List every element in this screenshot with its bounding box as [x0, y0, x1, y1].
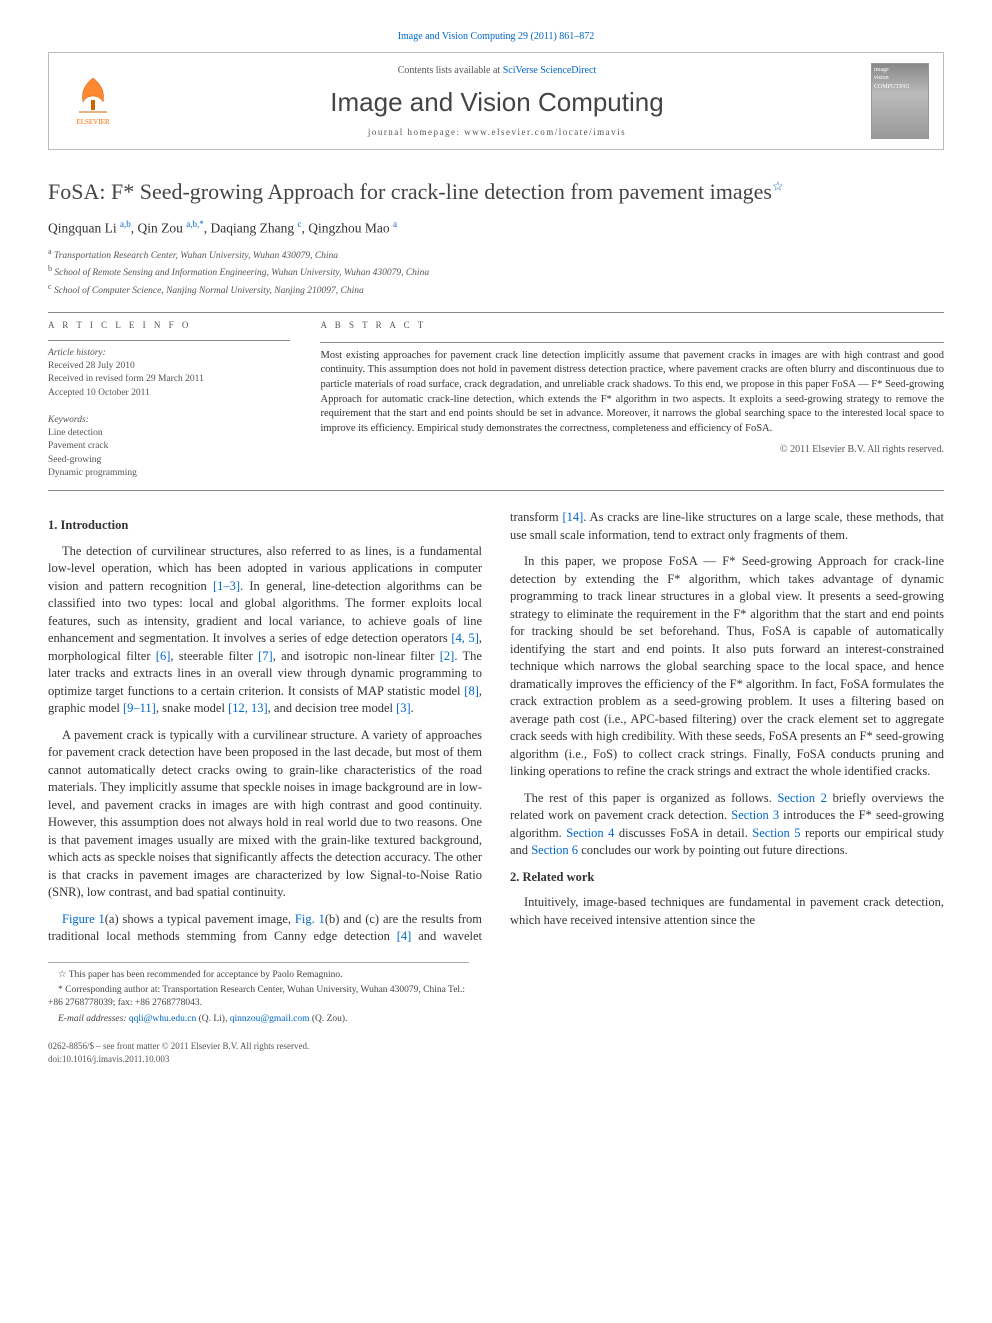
author-2-affil: a,b,*	[186, 219, 204, 229]
ref-6[interactable]: [6]	[156, 649, 171, 663]
author-4[interactable]: Qingzhou Mao	[308, 220, 389, 235]
ref-sec6[interactable]: Section 6	[531, 843, 578, 857]
footnote-star: ☆ This paper has been recommended for ac…	[48, 969, 469, 982]
article-info-block: A R T I C L E I N F O Article history: R…	[48, 319, 290, 480]
running-header-link[interactable]: Image and Vision Computing 29 (2011) 861…	[398, 31, 595, 42]
history-heading: Article history:	[48, 347, 290, 360]
title-footnote-star[interactable]: ☆	[772, 179, 784, 194]
ref-sec5[interactable]: Section 5	[752, 826, 800, 840]
footnotes: ☆ This paper has been recommended for ac…	[48, 962, 469, 1026]
article-title-row: FoSA: F* Seed-growing Approach for crack…	[48, 178, 944, 206]
journal-homepage-line: journal homepage: www.elsevier.com/locat…	[123, 126, 871, 139]
abstract-copyright: © 2011 Elsevier B.V. All rights reserved…	[320, 443, 944, 457]
elsevier-logo: ELSEVIER	[63, 69, 123, 133]
s1-p1: The detection of curvilinear structures,…	[48, 543, 482, 718]
history-accepted: Accepted 10 October 2011	[48, 387, 290, 400]
email-1[interactable]: qqli@whu.edu.cn	[129, 1014, 196, 1024]
ref-1-3[interactable]: [1–3]	[213, 579, 240, 593]
ref-8[interactable]: [8]	[464, 684, 479, 698]
abstract-text: Most existing approaches for pavement cr…	[320, 349, 944, 437]
authors-line: Qingquan Li a,b, Qin Zou a,b,*, Daqiang …	[48, 218, 944, 238]
elsevier-label: ELSEVIER	[76, 118, 109, 128]
email-2[interactable]: qinnzou@gmail.com	[230, 1014, 310, 1024]
ref-sec3[interactable]: Section 3	[731, 808, 779, 822]
elsevier-tree-icon	[71, 74, 115, 118]
abstract-block: A B S T R A C T Most existing approaches…	[320, 319, 944, 480]
s1-p4: In this paper, we propose FoSA — F* Seed…	[510, 553, 944, 781]
keyword-2: Pavement crack	[48, 440, 290, 453]
history-received: Received 28 July 2010	[48, 360, 290, 373]
journal-homepage-url: www.elsevier.com/locate/imavis	[464, 127, 626, 137]
footnote-emails: E-mail addresses: qqli@whu.edu.cn (Q. Li…	[48, 1013, 469, 1026]
ref-3[interactable]: [3]	[396, 701, 411, 715]
scidirect-link[interactable]: SciVerse ScienceDirect	[503, 65, 597, 76]
section-2-title: 2. Related work	[510, 869, 944, 887]
ref-fig1b[interactable]: Fig. 1	[295, 912, 325, 926]
contents-available-line: Contents lists available at SciVerse Sci…	[123, 64, 871, 78]
author-2[interactable]: Qin Zou	[138, 220, 183, 235]
ref-sec4[interactable]: Section 4	[566, 826, 614, 840]
publication-header: ELSEVIER Contents lists available at Sci…	[48, 52, 944, 150]
section-1-title: 1. Introduction	[48, 517, 482, 535]
affil-a: a Transportation Research Center, Wuhan …	[48, 246, 944, 263]
ref-fig1a[interactable]: Figure 1	[62, 912, 105, 926]
publication-header-center: Contents lists available at SciVerse Sci…	[123, 64, 871, 139]
rule-abs	[320, 342, 944, 343]
footer-left: 0262-8856/$ – see front matter © 2011 El…	[48, 1040, 309, 1065]
history-revised: Received in revised form 29 March 2011	[48, 373, 290, 386]
ref-sec2[interactable]: Section 2	[777, 791, 826, 805]
author-1-affil: a,b	[120, 219, 131, 229]
abstract-heading: A B S T R A C T	[320, 319, 944, 332]
author-3[interactable]: Daqiang Zhang	[211, 220, 295, 235]
s1-p5: The rest of this paper is organized as f…	[510, 790, 944, 860]
ref-4[interactable]: [4]	[397, 929, 412, 943]
s2-p1: Intuitively, image-based techniques are …	[510, 894, 944, 929]
page-footer: 0262-8856/$ – see front matter © 2011 El…	[48, 1040, 944, 1065]
keyword-3: Seed-growing	[48, 454, 290, 467]
ref-9-11[interactable]: [9–11]	[123, 701, 156, 715]
affil-c: c School of Computer Science, Nanjing No…	[48, 281, 944, 298]
rule-bottom	[48, 490, 944, 491]
rule-info	[48, 340, 290, 341]
keywords-heading: Keywords:	[48, 414, 290, 427]
keyword-1: Line detection	[48, 427, 290, 440]
affiliations: a Transportation Research Center, Wuhan …	[48, 246, 944, 298]
author-1[interactable]: Qingquan Li	[48, 220, 117, 235]
ref-12-13[interactable]: [12, 13]	[228, 701, 268, 715]
body-columns: 1. Introduction The detection of curvili…	[48, 509, 944, 946]
s1-p2: A pavement crack is typically with a cur…	[48, 727, 482, 902]
ref-2[interactable]: [2]	[440, 649, 455, 663]
ref-14[interactable]: [14]	[562, 510, 583, 524]
keyword-4: Dynamic programming	[48, 467, 290, 480]
footnote-corresponding: * Corresponding author at: Transportatio…	[48, 984, 469, 1011]
author-3-affil: c	[297, 219, 301, 229]
journal-name: Image and Vision Computing	[123, 84, 871, 120]
meta-row: A R T I C L E I N F O Article history: R…	[48, 319, 944, 480]
running-header: Image and Vision Computing 29 (2011) 861…	[48, 30, 944, 44]
article-title: FoSA: F* Seed-growing Approach for crack…	[48, 178, 944, 206]
article-info-heading: A R T I C L E I N F O	[48, 319, 290, 332]
rule-top	[48, 312, 944, 313]
ref-4-5[interactable]: [4, 5]	[451, 631, 479, 645]
ref-7[interactable]: [7]	[258, 649, 273, 663]
author-4-affil: a	[393, 219, 397, 229]
affil-b: b School of Remote Sensing and Informati…	[48, 263, 944, 280]
journal-cover-thumb: image vision COMPUTING	[871, 63, 929, 139]
